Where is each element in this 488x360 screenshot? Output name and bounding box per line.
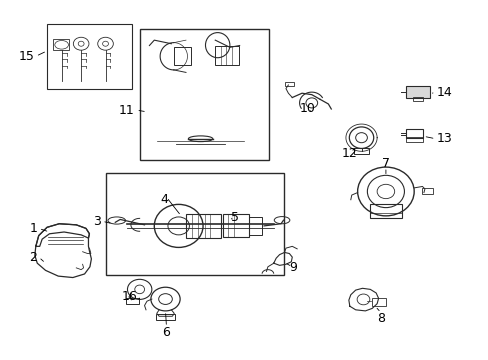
Bar <box>173 47 190 65</box>
Bar <box>53 40 69 50</box>
Text: 13: 13 <box>436 132 452 145</box>
Text: 14: 14 <box>436 86 452 99</box>
Text: 9: 9 <box>289 261 297 274</box>
Bar <box>406 129 423 138</box>
Bar <box>105 173 283 275</box>
Bar <box>185 214 221 238</box>
Text: 15: 15 <box>19 50 35 63</box>
Text: 10: 10 <box>299 102 315 115</box>
Text: 11: 11 <box>119 104 135 117</box>
Text: 12: 12 <box>341 147 356 159</box>
Bar <box>126 298 139 304</box>
Text: 8: 8 <box>376 311 384 325</box>
Bar <box>406 136 423 142</box>
Text: 2: 2 <box>29 251 37 264</box>
Bar <box>156 315 175 320</box>
Bar <box>371 298 385 306</box>
Bar <box>249 217 261 234</box>
Bar <box>412 97 423 101</box>
Text: 3: 3 <box>93 215 101 228</box>
Bar <box>47 24 132 89</box>
Text: 7: 7 <box>381 157 389 170</box>
Bar <box>222 215 249 237</box>
Bar <box>140 30 268 160</box>
Bar <box>285 82 293 86</box>
Text: 4: 4 <box>160 193 168 206</box>
Bar <box>369 204 401 218</box>
Text: 6: 6 <box>162 326 170 339</box>
Text: 5: 5 <box>230 211 238 224</box>
Bar <box>353 148 368 154</box>
Bar <box>215 45 238 65</box>
Bar <box>406 86 429 98</box>
Text: 16: 16 <box>121 290 137 303</box>
Text: 1: 1 <box>29 222 37 235</box>
Bar <box>421 188 432 194</box>
